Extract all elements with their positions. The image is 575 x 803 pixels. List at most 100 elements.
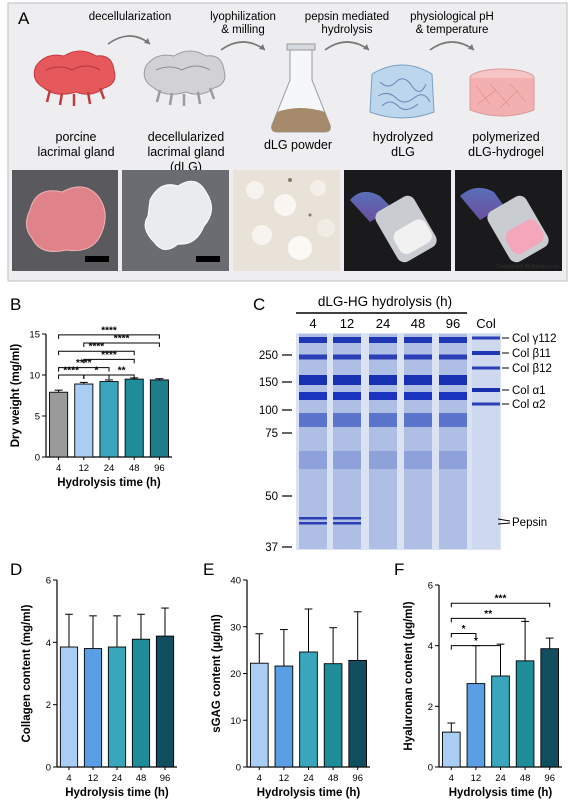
x-axis-title: Hydrolysis time (h) xyxy=(65,787,169,799)
gel-band xyxy=(404,413,432,427)
significance-stars: **** xyxy=(89,342,105,353)
bar xyxy=(99,381,119,458)
gel-lane xyxy=(369,334,397,549)
significance-bracket xyxy=(450,602,551,608)
band-label-col-y112: Col γ112 xyxy=(512,333,557,345)
x-tick-label: 24 xyxy=(112,773,123,784)
chart-b: 0 5 10 15 4 12 24 48 96 Hydrolysis time (h) Dry we… xyxy=(10,325,172,489)
gel-lane xyxy=(472,334,500,549)
gel-band xyxy=(369,337,397,343)
step-4-label: physiological pH xyxy=(410,11,494,23)
gel-band xyxy=(333,522,361,525)
gel-band xyxy=(472,402,500,406)
porcine-gland-illustration xyxy=(33,50,116,106)
y-tick-label: 6 xyxy=(46,576,51,587)
gel-lane xyxy=(439,334,467,549)
stage-2-line-1: decellularized xyxy=(148,130,224,144)
x-tick-label: 12 xyxy=(79,463,90,474)
gel-band xyxy=(404,375,432,385)
lane-label-4: 4 xyxy=(309,316,316,331)
gel-band xyxy=(472,366,500,370)
y-tick-label: 6 xyxy=(428,581,433,592)
x-tick-label: 4 xyxy=(449,773,454,784)
y-axis-title: Collagen content (mg/ml) xyxy=(21,604,33,742)
gel-band xyxy=(439,354,467,360)
y-axis-title: Dry weight (mg/ml) xyxy=(10,344,22,448)
stage-5-line-1: polymerized xyxy=(472,130,539,144)
significance-bracket xyxy=(58,350,135,356)
y-tick-label: 30 xyxy=(230,622,241,633)
gel-band xyxy=(369,375,397,385)
gel-lane xyxy=(333,334,361,549)
bar xyxy=(74,383,94,458)
bar xyxy=(441,731,461,768)
stage-4-line-2: dLG xyxy=(391,145,415,159)
significance-stars: *** xyxy=(495,594,507,605)
gel-band xyxy=(299,451,327,469)
gel-band xyxy=(439,392,467,400)
x-tick-label: 4 xyxy=(66,773,71,784)
mw-label-75: 75 xyxy=(265,428,278,440)
panel-b: B 0 5 10 15 4 12 24 48 96 Hydrolysis time (h) Dry … xyxy=(10,295,172,489)
y-tick-label: 0 xyxy=(46,763,51,774)
x-tick-label: 12 xyxy=(279,773,290,784)
mw-label-37: 37 xyxy=(265,542,278,554)
mw-label-250: 250 xyxy=(259,350,278,362)
significance-stars: **** xyxy=(63,366,79,377)
gel-band xyxy=(333,337,361,343)
gel-band xyxy=(299,517,327,520)
x-tick-label: 96 xyxy=(352,773,363,784)
gel-band xyxy=(333,354,361,360)
y-axis-title: Hyaluronan content (µg/ml) xyxy=(403,601,415,750)
gel-band xyxy=(369,354,397,360)
gel-band xyxy=(333,375,361,385)
stage-4-line-1: hydrolyzed xyxy=(373,130,433,144)
y-tick-label: 2 xyxy=(428,702,433,713)
step-4-label-2: & temperature xyxy=(416,24,489,36)
bar xyxy=(249,662,269,768)
gel-band xyxy=(333,413,361,427)
x-tick-label: 48 xyxy=(328,773,339,784)
significance-stars: **** xyxy=(101,325,117,336)
gel-lane xyxy=(299,334,327,549)
x-tick-label: 12 xyxy=(88,773,99,784)
y-tick-label: 2 xyxy=(46,700,51,711)
gel-title: dLG-HG hydrolysis (h) xyxy=(318,294,452,309)
step-1-label: decellularization xyxy=(89,11,171,23)
mw-label-100: 100 xyxy=(259,405,278,417)
gel-band xyxy=(439,337,467,343)
y-tick-label: 4 xyxy=(46,638,51,649)
lane-label-12: 12 xyxy=(340,316,354,331)
bar xyxy=(83,648,103,768)
significance-stars: **** xyxy=(76,358,92,369)
x-tick-label: 96 xyxy=(160,773,171,784)
stage-5-line-2: dLG-hydrogel xyxy=(468,145,544,159)
lane-label-48: 48 xyxy=(411,316,425,331)
panel-e: E 0 10 20 30 40 4 12 24 48 96 Hydrolysis time (h) s… xyxy=(203,560,370,799)
lane-label-96: 96 xyxy=(446,316,460,331)
panel-e-letter: E xyxy=(203,560,214,579)
flask-illustration xyxy=(271,43,331,133)
step-3-label: pepsin mediated xyxy=(305,11,389,23)
band-label-col-a1: Col α1 xyxy=(512,385,546,397)
bar xyxy=(274,665,294,768)
x-tick-label: 48 xyxy=(520,773,531,784)
mw-label-150: 150 xyxy=(259,377,278,389)
x-tick-label: 48 xyxy=(129,463,140,474)
gel-band xyxy=(333,392,361,400)
x-tick-label: 96 xyxy=(154,463,165,474)
significance-stars: ** xyxy=(484,609,492,620)
x-axis-title: Hydrolysis time (h) xyxy=(449,787,553,799)
stage-1-line-2: lacrimal gland xyxy=(37,145,114,159)
panel-f-letter: F xyxy=(394,560,404,579)
significance-stars: **** xyxy=(114,334,130,345)
significance-bracket xyxy=(450,617,526,623)
significance-bracket xyxy=(58,367,110,372)
gel-band xyxy=(299,392,327,400)
x-tick-label: 4 xyxy=(257,773,262,784)
gel-band xyxy=(369,451,397,469)
y-tick-label: 20 xyxy=(230,669,241,680)
bar xyxy=(299,651,318,768)
